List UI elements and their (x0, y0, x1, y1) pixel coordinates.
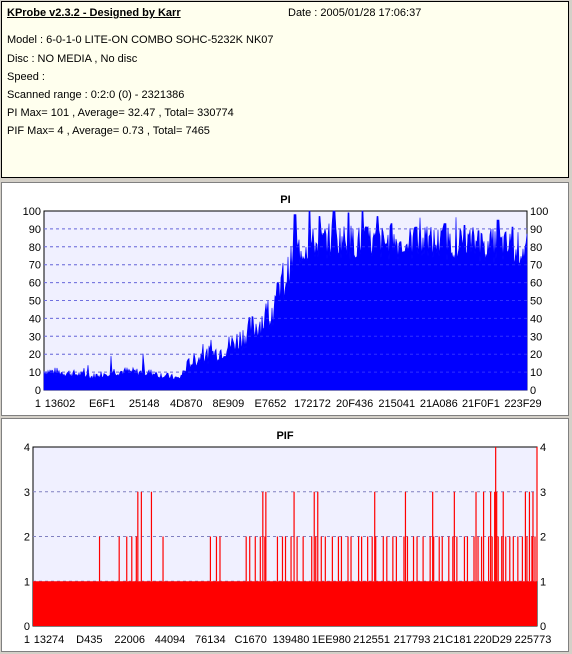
pi-ytick-left: 50 (29, 296, 41, 308)
pi-xtick: 215041 (378, 398, 415, 410)
pif-ytick-left: 3 (24, 487, 30, 499)
pif-xtick: 21C181 (433, 634, 472, 646)
pif-ytick-right: 3 (540, 487, 546, 499)
pi-chart-panel: PI 0 0 10 10 20 20 30 30 40 40 50 50 60 60 70 70 80 80 90 90… (1, 182, 569, 416)
pif-ytick-left: 1 (24, 576, 30, 588)
pi-ytick-right: 30 (530, 331, 542, 343)
pi-title: PI (280, 194, 290, 206)
pi-xtick: E7652 (255, 398, 287, 410)
pif-xtick: 44094 (155, 634, 186, 646)
info-panel: KProbe v2.3.2 - Designed by Karr Date : … (1, 1, 569, 178)
pif-baseline-area (33, 581, 537, 626)
pi-ytick-right: 70 (530, 260, 542, 272)
pif-ytick-right: 1 (540, 576, 546, 588)
model-line: Model : 6-0-1-0 LITE-ON COMBO SOHC-5232K… (7, 34, 274, 46)
pif-xtick: 212551 (353, 634, 390, 646)
pi-chart: PI 0 0 10 10 20 20 30 30 40 40 50 50 60 60 70 70 80 80 90 90… (23, 194, 549, 410)
pi-xtick: 172172 (294, 398, 331, 410)
pi-ytick-left: 40 (29, 313, 41, 325)
pif-ytick-left: 2 (24, 532, 30, 544)
pif-ytick-left: 0 (24, 621, 30, 633)
pif-xtick: 13274 (34, 634, 65, 646)
scanned-range-line: Scanned range : 0:2:0 (0) - 2321386 (7, 89, 185, 101)
pi-ytick-right: 10 (530, 367, 542, 379)
pif-xtick: 76134 (195, 634, 226, 646)
pi-ytick-right: 40 (530, 313, 542, 325)
pi-ytick-right: 0 (530, 385, 536, 397)
pi-ytick-left: 30 (29, 331, 41, 343)
scan-date: Date : 2005/01/28 17:06:37 (288, 7, 422, 19)
pif-xtick: D435 (76, 634, 102, 646)
pi-ytick-right: 60 (530, 278, 542, 290)
pif-xtick: C1670 (234, 634, 266, 646)
pif-title: PIF (276, 430, 293, 442)
pi-xtick: 21F0F1 (462, 398, 500, 410)
pif-xtick: 22006 (114, 634, 145, 646)
pi-ytick-left: 70 (29, 260, 41, 272)
disc-line: Disc : NO MEDIA , No disc (7, 53, 138, 65)
pi-xtick: 223F29 (504, 398, 541, 410)
pi-ytick-left: 20 (29, 349, 41, 361)
app-title: KProbe v2.3.2 - Designed by Karr (7, 7, 181, 19)
pif-xtick-first: 1 (24, 634, 30, 646)
pi-xtick: 25148 (129, 398, 160, 410)
pif-chart-panel: PIF 0 0 1 1 2 2 3 3 4 4 1 13274 D435 22006 44094 76134 C1… (1, 418, 569, 652)
pi-ytick-left: 10 (29, 367, 41, 379)
pif-ytick-right: 2 (540, 532, 546, 544)
speed-line: Speed : (7, 71, 45, 83)
pif-xtick: 225773 (515, 634, 552, 646)
pi-ytick-right: 90 (530, 224, 542, 236)
pi-ytick-left: 60 (29, 278, 41, 290)
pif-ytick-right: 0 (540, 621, 546, 633)
pi-ytick-left: 100 (23, 206, 41, 218)
pi-xtick: 20F436 (336, 398, 373, 410)
pi-xtick: E6F1 (89, 398, 115, 410)
pi-ytick-left: 90 (29, 224, 41, 236)
pif-stats-line: PIF Max= 4 , Average= 0.73 , Total= 7465 (7, 125, 210, 137)
pi-ytick-right: 50 (530, 296, 542, 308)
pif-xtick: 139480 (273, 634, 310, 646)
pif-xtick: 217793 (394, 634, 431, 646)
pi-ytick-right: 20 (530, 349, 542, 361)
pi-xtick: 8E909 (212, 398, 244, 410)
pi-ytick-right: 100 (530, 206, 548, 218)
pi-xtick: 21A086 (420, 398, 458, 410)
pi-ytick-left: 0 (35, 385, 41, 397)
pi-xtick: 13602 (45, 398, 76, 410)
pi-stats-line: PI Max= 101 , Average= 32.47 , Total= 33… (7, 107, 234, 119)
pi-xtick-first: 1 (35, 398, 41, 410)
pi-ytick-right: 80 (530, 242, 542, 254)
pif-ytick-right: 4 (540, 442, 546, 454)
pi-ytick-left: 80 (29, 242, 41, 254)
pi-xtick: 4D870 (170, 398, 202, 410)
pif-xtick: 220D29 (473, 634, 512, 646)
pif-xtick: 1EE980 (312, 634, 351, 646)
pif-ytick-left: 4 (24, 442, 30, 454)
